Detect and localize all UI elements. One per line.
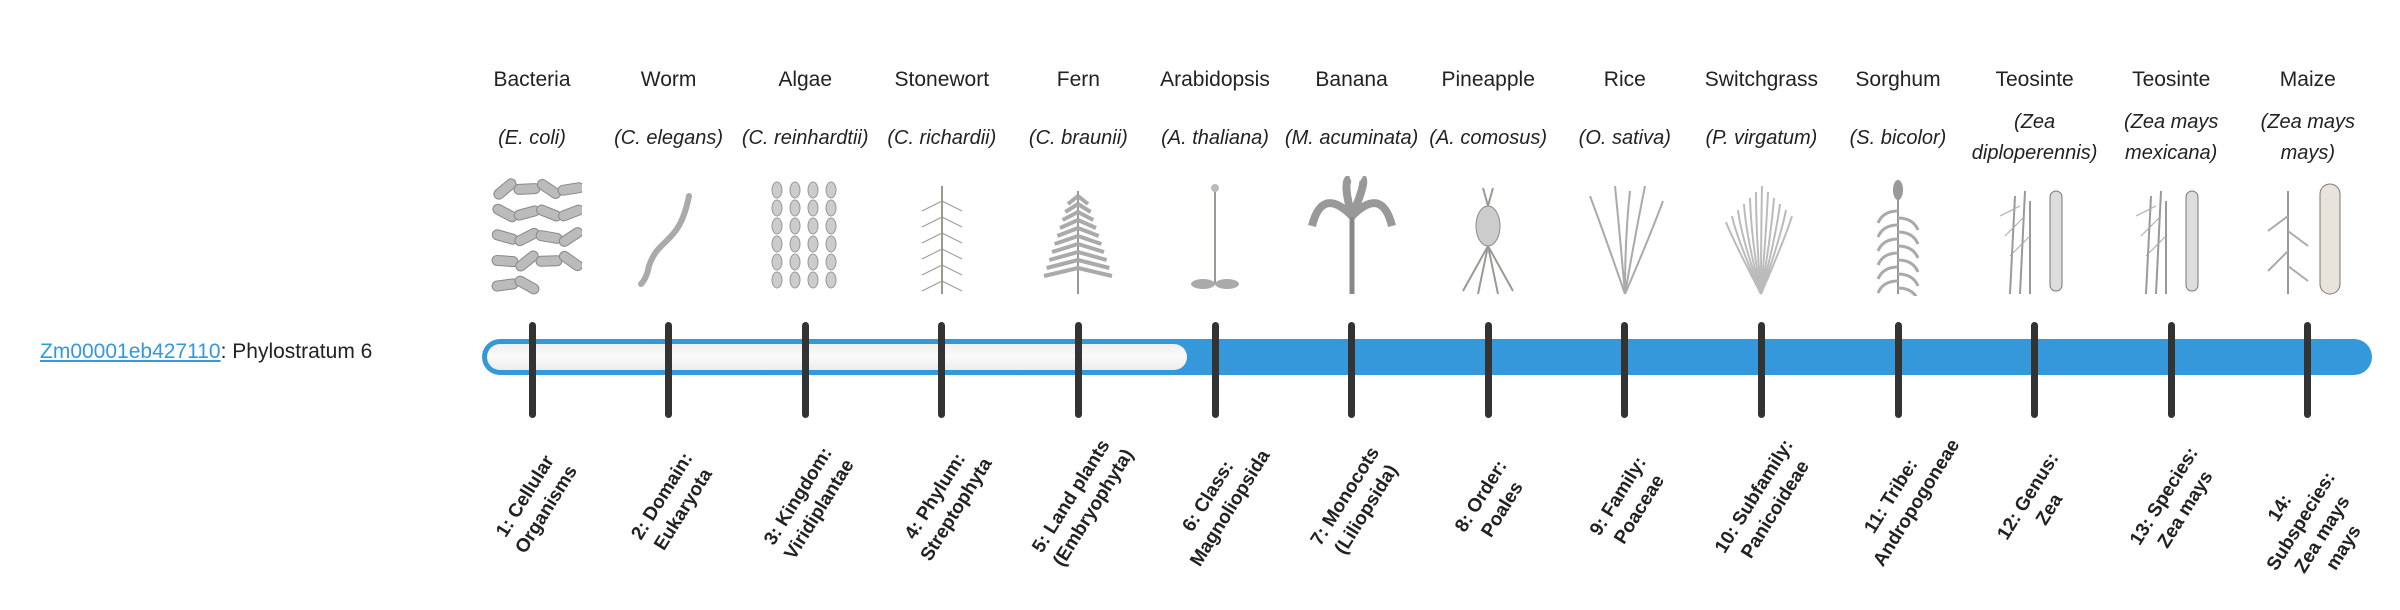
organism-name: Maize	[2279, 68, 2336, 91]
scientific-name-text: (A. comosus)	[1429, 126, 1548, 149]
organism-name: Fern	[1056, 68, 1100, 91]
scientific-name-text: (O. sativa)	[1578, 126, 1671, 149]
stratum-label: 7: Monocots (Liliopsida)	[1306, 443, 1402, 559]
banana-icon	[1307, 176, 1396, 294]
stratum-label: 11: Tribe: Andropogoneae	[1860, 435, 1965, 571]
stratum-tick	[1484, 322, 1492, 418]
organism-scientific-name: (C. reinhardtii)	[733, 106, 877, 170]
stratum-label: 1: Cellular Organisms	[492, 451, 582, 558]
stratum-tick	[2304, 322, 2312, 418]
scientific-name-text: (C. richardii)	[887, 126, 997, 149]
algae-icon	[771, 181, 837, 289]
bar-unfilled-segment	[487, 344, 1187, 370]
organism-scientific-name: (S. bicolor)	[1826, 106, 1970, 170]
stratum-label: 10: Subfamily: Panicoideae	[1711, 435, 1815, 563]
scientific-name-text: (P. virgatum)	[1705, 126, 1818, 149]
organism-name: Teosinte	[1995, 68, 2074, 91]
organism-scientific-name: (A. comosus)	[1416, 106, 1560, 170]
worm-icon	[637, 193, 692, 287]
gene-row: Zm00001eb427110: Phylostratum 6	[40, 340, 372, 364]
stratum-tick	[1211, 322, 1219, 418]
organism-scientific-name: (E. coli)	[460, 106, 604, 170]
teosinte-icon	[2135, 190, 2199, 295]
sorghum-icon	[1876, 180, 1920, 296]
organism-scientific-name: (C. braunii)	[1006, 106, 1150, 170]
organism-name: Rice	[1603, 68, 1646, 91]
stonewort-icon	[921, 186, 963, 294]
stratum-tick	[665, 322, 673, 418]
organism-scientific-name: (Zea mays mays)	[2236, 106, 2380, 170]
organism-scientific-name: (P. virgatum)	[1689, 106, 1833, 170]
scientific-name-text: (Zea diploperennis)	[1971, 111, 2098, 164]
stratum-label: 5: Land plants (Embryophyta)	[1028, 436, 1139, 571]
organism-scientific-name: (Zea diploperennis)	[1963, 106, 2107, 170]
organism-name: Bacteria	[493, 68, 571, 91]
fern-icon	[1043, 191, 1113, 294]
scientific-name-text: (E. coli)	[498, 126, 566, 149]
scientific-name-text: (C. elegans)	[614, 126, 724, 149]
organism-scientific-name: (C. richardii)	[870, 106, 1014, 170]
rice-icon	[1588, 185, 1664, 295]
scientific-name-text: (M. acuminata)	[1284, 126, 1419, 149]
arabidopsis-icon	[1191, 184, 1239, 289]
organism-scientific-name: (C. elegans)	[597, 106, 741, 170]
organism-name: Pineapple	[1441, 68, 1535, 91]
organism-name: Banana	[1315, 68, 1388, 91]
organism-name: Arabidopsis	[1160, 68, 1270, 91]
organism-scientific-name: (M. acuminata)	[1280, 106, 1424, 170]
stratum-label: 3: Kingdom: Viridiplantae	[760, 443, 859, 564]
stratum-tick	[938, 322, 946, 418]
stratum-tick	[801, 322, 809, 418]
stratum-tick	[2167, 322, 2175, 418]
organism-name: Stonewort	[894, 68, 990, 91]
organism-scientific-name: (A. thaliana)	[1143, 106, 1287, 170]
phylostratum-text: : Phylostratum 6	[220, 340, 373, 363]
bacteria-icon	[491, 178, 582, 295]
organism-scientific-name: (O. sativa)	[1553, 106, 1697, 170]
stratum-tick	[1757, 322, 1765, 418]
organism-scientific-name: (Zea mays mexicana)	[2099, 106, 2243, 170]
stratum-label: 8: Order: Poales	[1451, 456, 1528, 542]
maize-icon	[2267, 183, 2341, 295]
stratum-label: 13: Species: Zea mays	[2126, 443, 2218, 552]
stratum-tick	[528, 322, 536, 418]
stratum-tick	[1348, 322, 1356, 418]
organism-name: Switchgrass	[1704, 68, 1818, 91]
organism-name: Teosinte	[2132, 68, 2211, 91]
organism-name: Sorghum	[1855, 68, 1941, 91]
stratum-tick	[1894, 322, 1902, 418]
scientific-name-text: (Zea mays mays)	[2260, 111, 2356, 164]
scientific-name-text: (S. bicolor)	[1849, 126, 1947, 149]
stratum-label: 9: Family: Poaceae	[1585, 453, 1669, 548]
organism-name: Worm	[640, 68, 697, 91]
stratum-tick	[1074, 322, 1082, 418]
scientific-name-text: (A. thaliana)	[1161, 126, 1269, 149]
stratum-label: 4: Phylum: Streptophyta	[900, 449, 997, 565]
organism-name: Algae	[778, 68, 833, 91]
scientific-name-text: (Zea mays mexicana)	[2123, 111, 2219, 164]
stratum-label: 2: Domain: Eukaryota	[627, 449, 717, 555]
pineapple-icon	[1462, 187, 1515, 295]
phylostratum-bar	[482, 339, 2372, 375]
stratum-tick	[1621, 322, 1629, 418]
switchgrass-icon	[1725, 185, 1794, 295]
stratum-label: 12: Genus: Zea	[1993, 449, 2067, 544]
stratum-tick	[2031, 322, 2039, 418]
gene-id-link[interactable]: Zm00001eb427110	[40, 340, 221, 363]
scientific-name-text: (C. braunii)	[1028, 126, 1128, 149]
stratum-label: 14: Subspecies: Zea mays mays	[2262, 468, 2366, 577]
teosinte-icon	[1999, 190, 2063, 295]
stratum-label: 6: Class: Magnoliopsida	[1178, 446, 1275, 571]
scientific-name-text: (C. reinhardtii)	[741, 126, 869, 149]
